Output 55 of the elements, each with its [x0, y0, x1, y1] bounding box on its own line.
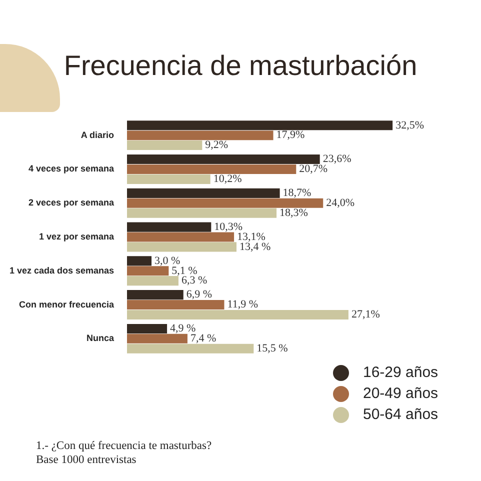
data-label: 13,4 % — [239, 240, 271, 253]
data-label: 27,1% — [351, 308, 380, 321]
bar — [127, 232, 234, 242]
bar — [127, 188, 280, 198]
data-label: 10,2% — [213, 173, 242, 186]
data-label: 17,9% — [276, 129, 305, 142]
bar — [127, 222, 212, 232]
y-tick-label: 4 veces por semana — [28, 164, 115, 174]
bar — [127, 300, 224, 310]
data-label: 11,9 % — [227, 298, 258, 311]
text: 1.- ¿Con qué frecuencia te masturbas? — [36, 439, 212, 453]
bar — [127, 174, 210, 184]
bar — [127, 242, 236, 252]
bar — [127, 334, 188, 344]
data-label: 13,1% — [237, 230, 266, 243]
data-label: 15,5 % — [256, 342, 288, 354]
legend-label: 20-49 años — [363, 385, 438, 402]
data-label: 4,9 % — [170, 322, 196, 335]
bar — [127, 256, 152, 266]
y-tick-label: 1 vez por semana — [38, 231, 115, 242]
y-tick-label: 1 vez cada dos semanas — [9, 265, 114, 276]
data-label: 6,9 % — [186, 288, 212, 301]
bar — [127, 130, 274, 140]
data-label: 9,2% — [205, 139, 228, 152]
y-tick-label: A diario — [80, 130, 114, 140]
data-label: 18,3% — [280, 206, 308, 219]
data-label: 10,3% — [214, 220, 243, 233]
data-label: 18,7% — [282, 187, 312, 200]
bar — [127, 198, 324, 208]
bar — [127, 344, 254, 354]
legend-label: 16-29 años — [363, 364, 438, 381]
bar — [127, 324, 168, 334]
bar — [127, 276, 178, 286]
bar — [127, 140, 202, 150]
bar — [127, 120, 393, 130]
y-tick-label: Con menor frecuencia — [18, 299, 115, 310]
legend-label: 50-64 años — [363, 406, 438, 423]
data-label: 20,7% — [299, 163, 328, 176]
chart-title: Frecuencia de masturbación — [62, 50, 418, 82]
data-label: 3,0 % — [154, 254, 180, 267]
data-label: 5,1 % — [172, 264, 198, 277]
data-label: 23,6% — [322, 153, 352, 166]
y-tick-label: Nunca — [86, 333, 115, 344]
text: Base 1000 entrevistas — [36, 453, 138, 467]
y-tick-label: 2 veces por semana — [28, 198, 115, 208]
data-label: 7,4 % — [190, 332, 216, 345]
data-label: 32,5% — [396, 119, 424, 132]
bar — [127, 164, 296, 174]
bar — [127, 154, 320, 164]
bar — [127, 290, 184, 300]
bar — [127, 208, 277, 218]
data-label: 24,0% — [326, 197, 355, 210]
bar — [127, 266, 169, 276]
bar — [127, 310, 348, 320]
data-label: 6,3 % — [181, 274, 208, 287]
